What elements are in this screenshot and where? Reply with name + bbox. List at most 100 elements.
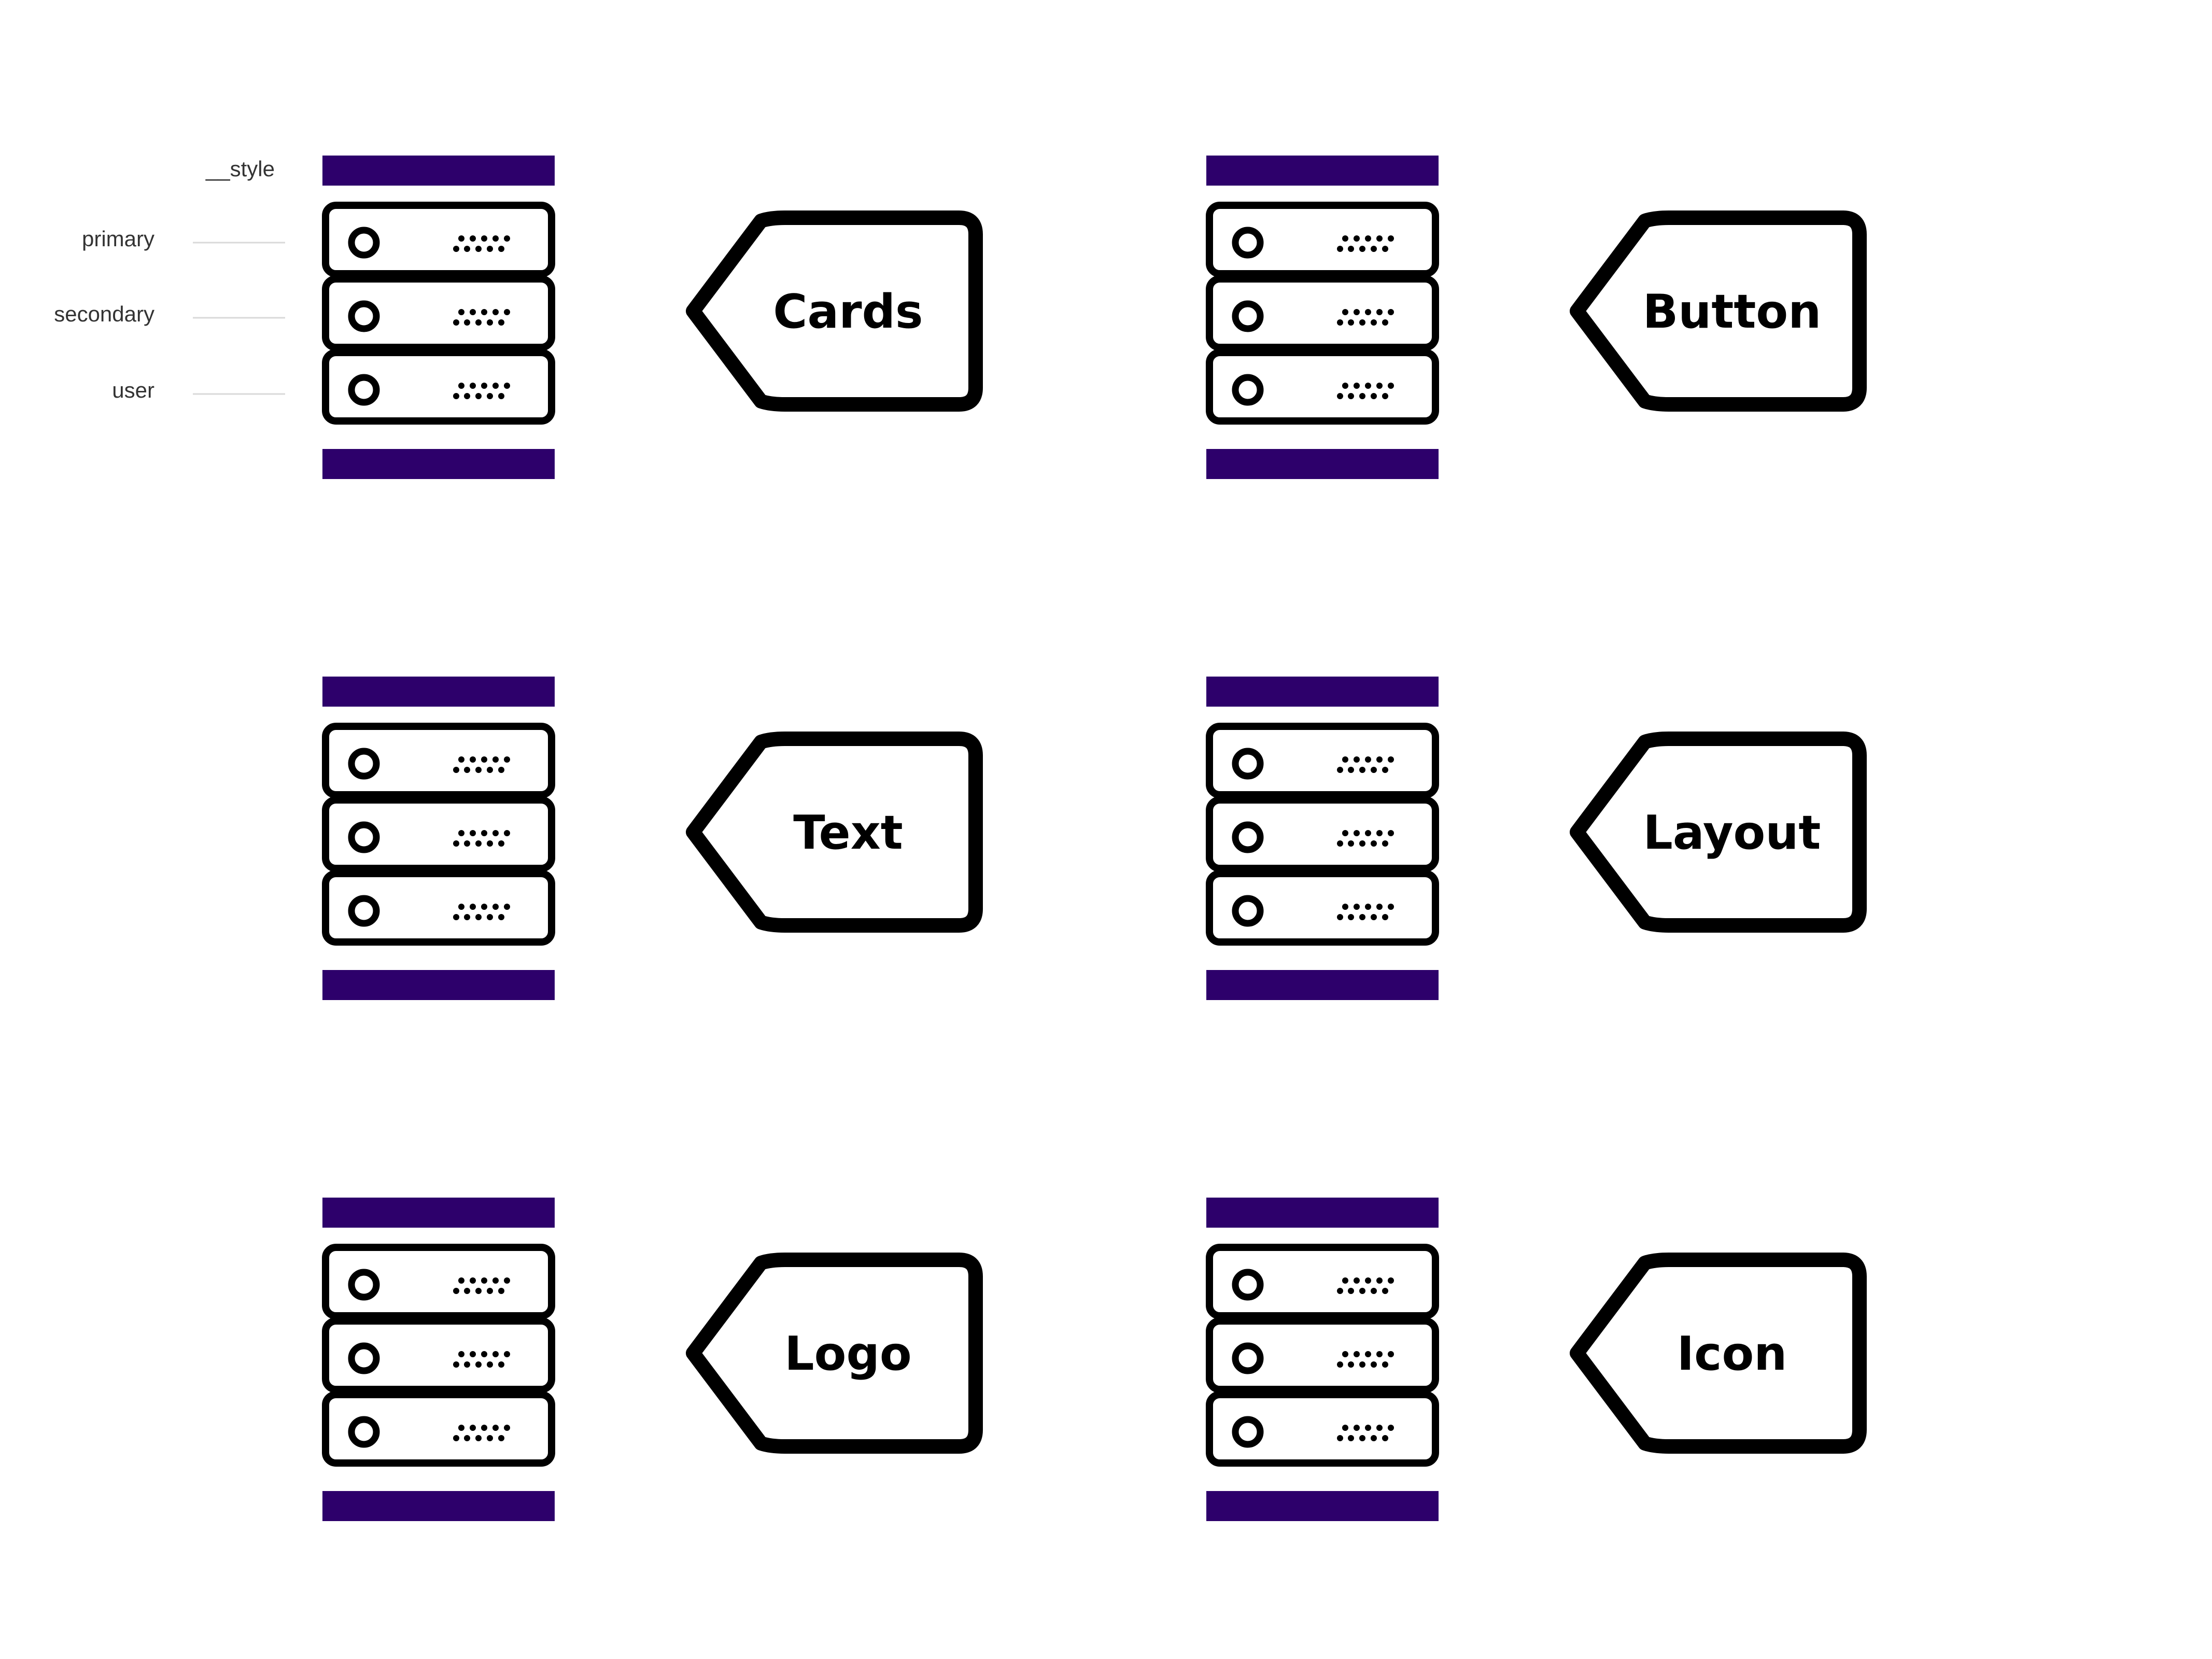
server-unit-frame: [1206, 1244, 1439, 1319]
server-unit: [322, 796, 555, 872]
module-label: Cards: [773, 285, 923, 339]
tag-icon: Layout: [1570, 732, 1867, 933]
vent-dot: [487, 319, 493, 326]
vent-dot: [492, 830, 499, 836]
vent-dot: [453, 1288, 459, 1294]
vent-dot: [458, 830, 464, 836]
vent-dot: [453, 1361, 459, 1368]
vent-dot: [481, 756, 487, 763]
vent-dot: [1365, 830, 1371, 836]
vent-dot: [487, 393, 493, 399]
tag-icon: Cards: [686, 210, 983, 412]
vent-dot: [1354, 383, 1360, 389]
vent-dot: [1348, 1435, 1354, 1441]
stack-bottom-bar: [322, 1491, 555, 1521]
vent-dot: [1382, 914, 1388, 920]
vent-dot: [498, 319, 504, 326]
server-unit: [322, 723, 555, 798]
vent-dot: [1348, 1288, 1354, 1294]
vent-dot: [504, 309, 510, 315]
vent-dot: [464, 840, 470, 847]
server-unit-frame: [322, 1244, 555, 1319]
vent-dot: [1354, 756, 1360, 763]
vent-dot: [1382, 767, 1388, 773]
vent-dot: [1348, 1361, 1354, 1368]
vent-dot: [1342, 1277, 1348, 1284]
vent-dot: [1359, 914, 1365, 920]
vent-dot: [492, 1351, 499, 1357]
vent-dot: [492, 383, 499, 389]
vent-dot: [498, 1288, 504, 1294]
vent-dot: [475, 1288, 482, 1294]
vent-dot: [1376, 756, 1383, 763]
module-text: Text: [322, 677, 983, 1000]
vent-dot: [453, 246, 459, 252]
vent-dot: [1354, 830, 1360, 836]
vent-dot: [1337, 840, 1343, 847]
vent-dot: [1382, 319, 1388, 326]
module-button: Button: [1206, 156, 1867, 479]
stack-top-bar: [1206, 156, 1439, 186]
tag-outline: [686, 210, 983, 412]
vent-dot: [1376, 309, 1383, 315]
vent-dot: [1342, 756, 1348, 763]
vent-dot: [1365, 756, 1371, 763]
vent-dot: [487, 1435, 493, 1441]
vent-dot: [458, 1351, 464, 1357]
server-unit-frame: [322, 349, 555, 425]
tag-outline: [686, 1253, 983, 1454]
server-unit: [322, 870, 555, 946]
vent-dot: [498, 840, 504, 847]
vent-dot: [464, 1435, 470, 1441]
server-stack-icon: [322, 677, 555, 1000]
vent-dot: [470, 1425, 476, 1431]
vent-dot: [1348, 767, 1354, 773]
vent-dot: [1337, 393, 1343, 399]
stack-top-bar: [1206, 677, 1439, 707]
stack-bottom-bar: [322, 970, 555, 1000]
vent-dot: [504, 904, 510, 910]
server-unit: [322, 1317, 555, 1393]
vent-dot: [1376, 383, 1383, 389]
server-unit: [322, 1244, 555, 1319]
server-unit-frame: [1206, 796, 1439, 872]
vent-dot: [475, 246, 482, 252]
vent-dot: [458, 383, 464, 389]
server-unit-frame: [322, 723, 555, 798]
legend-row-primary: primary: [82, 227, 154, 251]
vent-dot: [1388, 309, 1394, 315]
vent-dot: [487, 914, 493, 920]
module-label: Icon: [1677, 1327, 1787, 1381]
vent-dot: [458, 235, 464, 242]
server-unit-frame: [322, 796, 555, 872]
tag-icon: Icon: [1570, 1253, 1867, 1454]
vent-dot: [481, 1425, 487, 1431]
vent-dot: [1371, 767, 1377, 773]
vent-dot: [1388, 1425, 1394, 1431]
server-unit-frame: [1206, 349, 1439, 425]
vent-dot: [492, 756, 499, 763]
stack-bottom-bar: [1206, 449, 1439, 479]
power-indicator: [1232, 1342, 1264, 1374]
stack-bottom-bar: [322, 449, 555, 479]
server-stack-icon: [322, 1198, 555, 1521]
vent-dot: [464, 767, 470, 773]
vent-dot: [1382, 246, 1388, 252]
vent-dot: [1337, 246, 1343, 252]
vent-dot: [1342, 309, 1348, 315]
vent-dot: [1354, 309, 1360, 315]
server-unit-frame: [1206, 1391, 1439, 1467]
server-unit: [322, 202, 555, 277]
tag-outline: [1570, 1253, 1867, 1454]
vent-dot: [458, 904, 464, 910]
vent-dot: [498, 1361, 504, 1368]
tag-outline: [1570, 732, 1867, 933]
vent-dot: [481, 1351, 487, 1357]
module-icon: Icon: [1206, 1198, 1867, 1521]
server-unit: [1206, 275, 1439, 351]
vent-dot: [1359, 319, 1365, 326]
vent-dot: [1371, 393, 1377, 399]
power-indicator: [348, 748, 380, 780]
legend-style-label: __style: [205, 157, 275, 181]
vent-dot: [470, 756, 476, 763]
